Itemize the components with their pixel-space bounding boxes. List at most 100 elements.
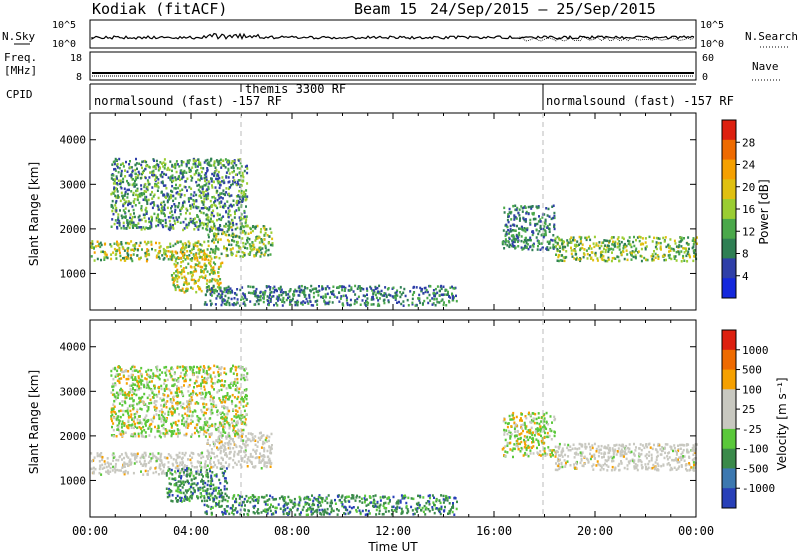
echo-cell [178, 257, 180, 260]
echo-cell [178, 413, 180, 416]
echo-cell [245, 394, 247, 397]
echo-cell [211, 425, 213, 428]
echo-cell [117, 166, 119, 169]
echo-cell [268, 304, 270, 307]
echo-cell [129, 160, 131, 163]
echo-cell [189, 473, 191, 476]
echo-cell [543, 225, 545, 228]
echo-cell [237, 433, 239, 436]
echo-cell [112, 251, 114, 254]
echo-cell [189, 394, 191, 397]
echo-cell [129, 458, 131, 461]
echo-cell [188, 415, 190, 418]
echo-cell [678, 246, 680, 249]
echo-cell [129, 397, 131, 400]
echo-cell [180, 372, 182, 375]
echo-cell [103, 256, 105, 259]
echo-cell [444, 506, 446, 509]
echo-cell [129, 410, 131, 413]
echo-cell [207, 259, 209, 262]
echo-cell [194, 266, 196, 269]
echo-cell [219, 257, 221, 260]
echo-cell [150, 430, 152, 433]
echo-cell [148, 374, 150, 377]
echo-cell [203, 406, 205, 409]
echo-cell [100, 242, 102, 245]
echo-cell [282, 304, 284, 307]
echo-cell [172, 494, 174, 497]
echo-cell [275, 302, 277, 305]
echo-cell [557, 242, 559, 245]
echo-cell [140, 373, 142, 376]
echo-cell [168, 216, 170, 219]
echo-cell [373, 303, 375, 306]
echo-cell [149, 166, 151, 169]
echo-cell [133, 212, 135, 215]
echo-cell [222, 426, 224, 429]
echo-cell [204, 177, 206, 180]
echo-cell [126, 196, 128, 199]
echo-cell [253, 255, 255, 258]
echo-cell [159, 161, 161, 164]
echo-cell [687, 236, 689, 239]
echo-cell [169, 243, 171, 246]
echo-cell [268, 440, 270, 443]
echo-cell [222, 215, 224, 218]
echo-cell [115, 187, 117, 190]
echo-cell [237, 429, 239, 432]
echo-cell [355, 499, 357, 502]
echo-cell [183, 384, 185, 387]
echo-cell [195, 166, 197, 169]
echo-cell [237, 181, 239, 184]
echo-cell [128, 163, 130, 166]
echo-cell [163, 206, 165, 209]
echo-cell [686, 242, 688, 245]
echo-cell [113, 393, 115, 396]
echo-cell [225, 176, 227, 179]
echo-cell [506, 231, 508, 234]
echo-cell [125, 410, 127, 413]
echo-cell [211, 385, 213, 388]
echo-cell [215, 303, 217, 306]
echo-cell [221, 296, 223, 299]
echo-cell [226, 301, 228, 304]
echo-cell [112, 454, 114, 457]
echo-cell [163, 212, 165, 215]
echo-cell [127, 247, 129, 250]
echo-cell [119, 456, 121, 459]
echo-cell [645, 248, 647, 251]
echo-cell [230, 387, 232, 390]
echo-cell [209, 391, 211, 394]
echo-cell [199, 179, 201, 182]
echo-cell [194, 173, 196, 176]
echo-cell [198, 161, 200, 164]
echo-cell [544, 222, 546, 225]
echo-cell [158, 218, 160, 221]
echo-cell [153, 170, 155, 173]
echo-cell [174, 205, 176, 208]
echo-cell [163, 173, 165, 176]
echo-cell [687, 250, 689, 253]
echo-cell [561, 239, 563, 242]
echo-cell [201, 376, 203, 379]
echo-cell [264, 234, 266, 237]
echo-cell [182, 457, 184, 460]
echo-cell [200, 256, 202, 259]
echo-cell [167, 246, 169, 249]
echo-cell [204, 463, 206, 466]
echo-cell [218, 479, 220, 482]
echo-cell [126, 180, 128, 183]
echo-cell [216, 235, 218, 238]
echo-cell [186, 283, 188, 286]
echo-cell [217, 438, 219, 441]
echo-cell [164, 463, 166, 466]
echo-cell [170, 251, 172, 254]
echo-cell [156, 176, 158, 179]
echo-cell [224, 380, 226, 383]
echo-cell [226, 234, 228, 237]
echo-cell [121, 170, 123, 173]
echo-cell [176, 171, 178, 174]
echo-cell [243, 429, 245, 432]
echo-cell [356, 298, 358, 301]
